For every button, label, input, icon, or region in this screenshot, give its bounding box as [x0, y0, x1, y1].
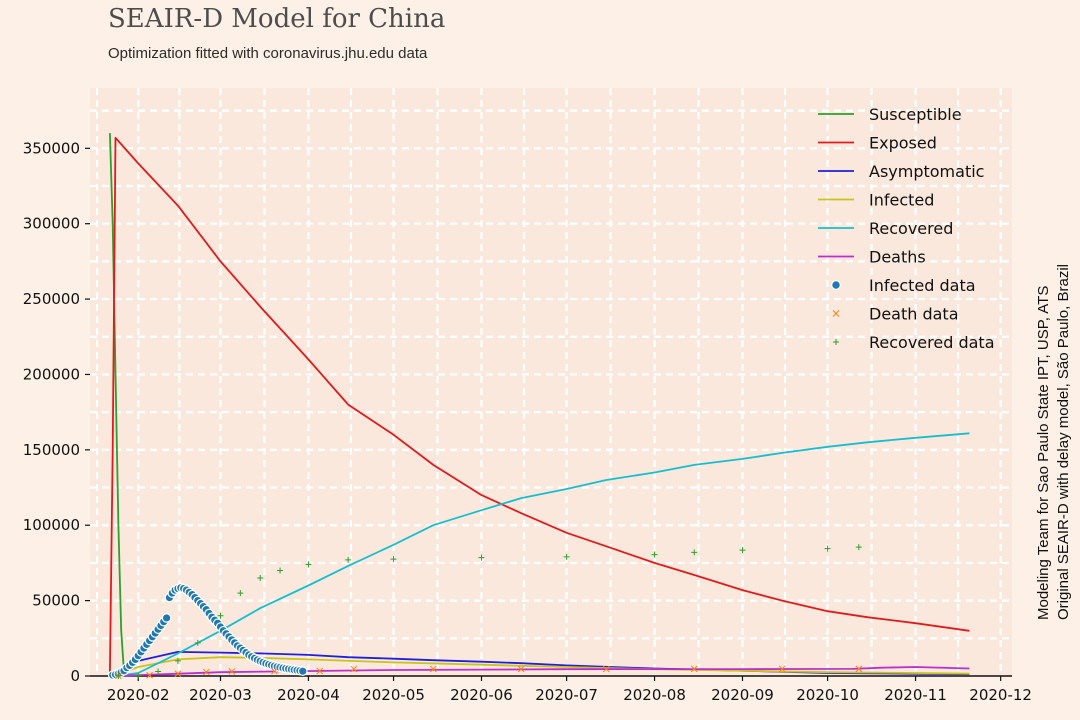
recovered-data-point	[135, 672, 142, 679]
recovered-data-point	[194, 639, 201, 646]
legend-label: Susceptible	[869, 105, 962, 124]
x-tick-label: 2020-05	[362, 686, 425, 704]
series-susceptible-line	[109, 133, 125, 672]
y-tick-label: 50000	[32, 592, 80, 610]
y-tick-label: 350000	[23, 139, 80, 157]
x-tick-label: 2020-02	[107, 686, 170, 704]
legend-label: Recovered	[869, 219, 953, 238]
death-data-point	[350, 665, 358, 673]
infected-data-point	[297, 666, 308, 676]
side-note: Modeling Team for Sao Paulo State IPT, U…	[1035, 264, 1072, 620]
death-data-point	[690, 665, 698, 673]
recovered-data-point	[345, 556, 352, 563]
recovered-data-point	[390, 556, 397, 563]
legend-item-infected: Infected	[818, 191, 934, 210]
legend-label: Exposed	[869, 134, 937, 153]
legend-swatch	[831, 280, 841, 290]
legend-item-infected-data: Infected data	[831, 276, 976, 295]
legend-item-exposed: Exposed	[818, 134, 937, 153]
recovered-data-point	[237, 590, 244, 597]
legend-item-deaths: Deaths	[818, 248, 926, 267]
x-tick-label: 2020-11	[884, 686, 947, 704]
recovered-data-point	[824, 545, 831, 552]
x-tick-label: 2020-06	[450, 686, 513, 704]
recovered-data-point	[478, 554, 485, 561]
recovered-data-point	[305, 561, 312, 568]
legend-item-asymptomatic: Asymptomatic	[818, 162, 984, 181]
chart-title: SEAIR-D Model for China	[108, 4, 446, 34]
x-tick-label: 2020-09	[711, 686, 774, 704]
series-infected-line	[115, 656, 970, 677]
side-note-line2: Original SEAIR-D with delay model, São P…	[1055, 264, 1072, 620]
recovered-data-point	[855, 544, 862, 551]
series-infected-data	[107, 582, 308, 680]
y-tick-label: 150000	[23, 441, 80, 459]
legend-label: Asymptomatic	[869, 162, 984, 181]
x-tick-label: 2020-04	[277, 686, 340, 704]
death-data-point	[602, 665, 610, 673]
legend-swatch	[833, 339, 839, 345]
legend-item-recovered: Recovered	[818, 219, 953, 238]
death-data-point	[174, 670, 182, 678]
recovered-data-point	[257, 575, 264, 581]
series-exposed-line	[109, 136, 970, 674]
recovered-data-point	[217, 612, 224, 619]
recovered-data-point	[739, 547, 746, 554]
x-tick-label: 2020-10	[796, 686, 859, 704]
x-tick-label: 2020-03	[189, 686, 252, 704]
legend-item-susceptible: Susceptible	[818, 105, 962, 124]
legend-label: Infected data	[869, 276, 976, 295]
recovered-data-point	[691, 549, 698, 556]
legend-label: Deaths	[869, 248, 926, 267]
legend-label: Death data	[869, 305, 959, 324]
death-data-point	[271, 667, 278, 675]
recovered-data-point	[651, 551, 658, 558]
recovered-data-point	[115, 673, 122, 679]
recovered-data-point	[155, 668, 162, 675]
death-data-point	[146, 671, 153, 679]
y-tick-label: 300000	[23, 215, 80, 233]
series-recovered-line	[115, 432, 970, 677]
death-data-point	[778, 665, 786, 673]
x-tick-label: 2020-12	[969, 686, 1032, 704]
y-tick-label: 100000	[23, 516, 80, 534]
death-data-point	[855, 665, 863, 673]
side-note-line1: Modeling Team for Sao Paulo State IPT, U…	[1035, 286, 1052, 620]
axis-layer: 2020-02 2020-03 2020-04 2020-05 2020-06 2020-…	[23, 139, 1032, 704]
y-tick-label: 200000	[23, 365, 80, 383]
legend: Susceptible Exposed Asymptomatic Infected Re…	[818, 105, 995, 352]
legend-swatch	[832, 310, 840, 317]
x-tick-label: 2020-07	[535, 686, 598, 704]
series-recovered-data	[115, 544, 862, 679]
infected-data-point	[161, 613, 172, 623]
series-death-data	[115, 665, 863, 680]
legend-item-death-data: Death data	[832, 305, 959, 324]
death-data-point	[429, 665, 437, 673]
death-data-point	[202, 668, 210, 676]
death-data-point	[517, 665, 525, 673]
recovered-data-point	[277, 567, 284, 574]
legend-item-recovered-data: Recovered data	[833, 333, 995, 352]
death-data-point	[316, 667, 324, 675]
y-tick-label: 250000	[23, 290, 80, 308]
legend-label: Infected	[869, 191, 934, 210]
y-tick-label: 0	[70, 667, 80, 685]
x-tick-label: 2020-08	[623, 686, 686, 704]
recovered-data-point	[563, 553, 570, 560]
death-data-point	[228, 668, 236, 675]
series-layer	[107, 133, 970, 680]
legend-label: Recovered data	[869, 333, 995, 352]
chart-subtitle: Optimization fitted with coronavirus.jhu…	[108, 45, 428, 62]
recovered-data-point	[174, 657, 181, 664]
